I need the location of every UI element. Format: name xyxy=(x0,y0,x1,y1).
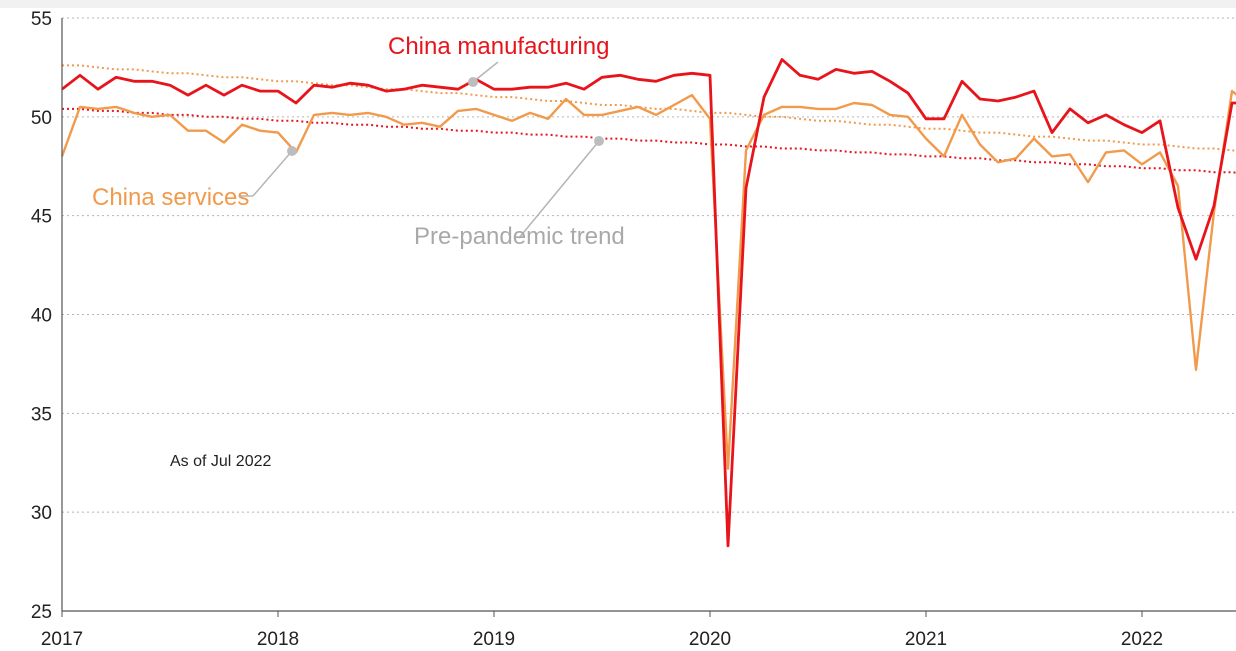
series-line-pre-pandemic-trend xyxy=(62,64,1236,152)
x-axis-ticks: 2017 2018 2019 2020 2021 2022 xyxy=(41,611,1163,650)
label-trend: Pre-pandemic trend xyxy=(414,136,625,250)
y-tick-label: 30 xyxy=(31,503,52,524)
leader-line-services xyxy=(252,150,293,197)
series-label-trend: Pre-pandemic trend xyxy=(414,223,625,250)
series-lines xyxy=(60,58,1236,548)
leader-dot-manufacturing xyxy=(468,77,478,87)
series-line-china-manufacturing xyxy=(61,58,1236,548)
leader-line-manufacturing xyxy=(472,61,499,83)
x-tick-label: 2018 xyxy=(257,629,299,650)
label-services: China services xyxy=(92,146,297,211)
leader-line-trend xyxy=(518,140,600,239)
top-bar xyxy=(0,0,1236,8)
y-tick-label: 45 xyxy=(31,207,52,228)
y-axis-ticks: 25 30 35 40 45 50 55 xyxy=(31,9,52,623)
x-tick-label: 2019 xyxy=(473,629,515,650)
y-tick-label: 55 xyxy=(31,9,52,30)
leader-dot-trend xyxy=(594,136,604,146)
axes xyxy=(61,18,1236,612)
label-manufacturing: China manufacturing xyxy=(388,33,609,87)
gridlines xyxy=(62,17,1236,513)
series-label-services: China services xyxy=(92,184,249,211)
as-of-annotation: As of Jul 2022 xyxy=(170,453,272,470)
series-line-manufacturing-trend xyxy=(62,107,1236,174)
leader-dot-services xyxy=(287,146,297,156)
x-tick-label: 2020 xyxy=(689,629,731,650)
y-tick-label: 25 xyxy=(31,602,52,623)
x-tick-label: 2021 xyxy=(905,629,947,650)
series-label-manufacturing: China manufacturing xyxy=(388,33,609,60)
x-tick-label: 2022 xyxy=(1121,629,1163,650)
y-tick-label: 40 xyxy=(31,306,52,327)
y-tick-label: 50 xyxy=(31,108,52,129)
series-line-china-services xyxy=(60,89,1236,470)
y-tick-label: 35 xyxy=(31,404,52,425)
x-tick-label: 2017 xyxy=(41,629,83,650)
